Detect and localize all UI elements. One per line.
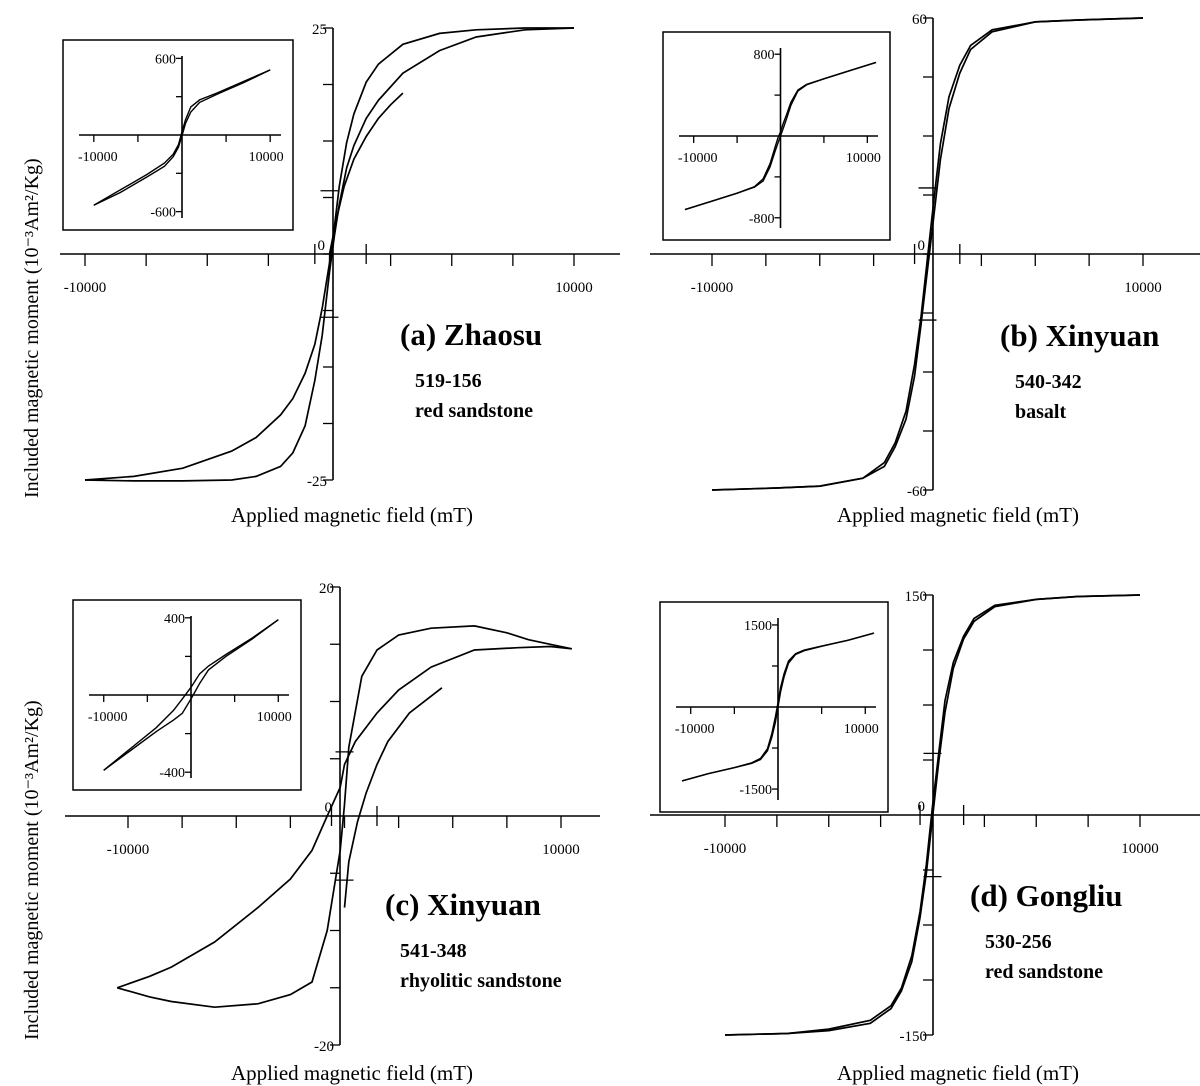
inset-branch-2: [103, 619, 279, 771]
hysteresis-branch-2: [724, 594, 1141, 1036]
inset-x-tick-label: 10000: [249, 150, 284, 165]
x-axis-label: Applied magnetic field (mT): [231, 1061, 473, 1085]
panel-c-xinyuan-rhyolitic: -10000 10000 20 0 -20 (c) Xinyuan 541-348 rhyol…: [65, 581, 600, 1085]
y-tick-label: -60: [907, 484, 927, 500]
inset-y-tick-label: -400: [159, 766, 185, 781]
x-tick-label: 10000: [1124, 280, 1162, 296]
hysteresis-branch-1: [724, 594, 1141, 1036]
sample-id: 530-256: [985, 931, 1052, 953]
inset-y-tick-label: 400: [164, 612, 185, 627]
inset-y-tick-label: -600: [150, 206, 176, 221]
y-tick-label: 0: [325, 800, 333, 816]
x-tick-label: -10000: [107, 842, 150, 858]
y-tick-label: -150: [900, 1029, 928, 1045]
inset-plot: -10000 10000 600 -600: [62, 39, 294, 231]
inset-branch-2: [684, 61, 877, 211]
panel-title: (c) Xinyuan: [385, 887, 541, 922]
rock-type: red sandstone: [415, 400, 533, 422]
sample-id: 540-342: [1015, 371, 1082, 393]
panel-b-xinyuan-basalt: -10000 10000 60 0 -60 (b) Xinyuan 540-342 basal…: [650, 12, 1200, 527]
y-axis-label-bottom: Included magnetic moment (10⁻³Am²/Kg): [21, 700, 43, 1040]
inset-y-tick-label: -800: [749, 212, 775, 227]
inset-x-tick-label: 10000: [257, 710, 292, 725]
rock-type: red sandstone: [985, 961, 1103, 983]
x-axis-label: Applied magnetic field (mT): [837, 1061, 1079, 1085]
hysteresis-branch-3: [343, 687, 443, 908]
inset-branch-2: [93, 69, 271, 206]
x-tick-label: 10000: [542, 842, 580, 858]
inset-plot: -10000 10000 800 -800: [662, 31, 891, 241]
inset-x-tick-label: -10000: [88, 710, 128, 725]
x-tick-label: -10000: [691, 280, 734, 296]
hysteresis-branch-1: [116, 625, 572, 1009]
panel-title: (a) Zhaosu: [400, 317, 542, 352]
inset-y-tick-label: -1500: [739, 783, 772, 798]
inset-x-tick-label: -10000: [678, 151, 718, 166]
hysteresis-branch-2: [116, 645, 572, 989]
y-tick-label: 25: [312, 22, 327, 38]
inset-plot: -10000 10000 400 -400: [72, 599, 302, 791]
y-tick-label: -25: [307, 474, 327, 490]
y-tick-label: 20: [319, 581, 334, 597]
hysteresis-branch-3: [328, 92, 404, 255]
y-tick-label: 150: [905, 589, 928, 605]
inset-branch-2: [681, 632, 875, 782]
hysteresis-branch-2: [711, 17, 1144, 491]
y-tick-label: 60: [912, 12, 927, 28]
x-tick-label: 10000: [1121, 841, 1159, 857]
x-axis-label: Applied magnetic field (mT): [231, 503, 473, 527]
sample-id: 519-156: [415, 370, 482, 392]
y-tick-label: 0: [318, 238, 326, 254]
x-tick-label: -10000: [64, 280, 107, 296]
inset-x-tick-label: 10000: [846, 151, 881, 166]
x-tick-label: -10000: [704, 841, 747, 857]
rock-type: basalt: [1015, 401, 1066, 423]
sample-id: 541-348: [400, 940, 467, 962]
inset-x-tick-label: 10000: [844, 722, 879, 737]
y-tick-label: 0: [918, 799, 926, 815]
inset-branch-1: [93, 69, 271, 206]
inset-x-tick-label: -10000: [675, 722, 715, 737]
inset-x-tick-label: -10000: [78, 150, 118, 165]
inset-plot: -10000 10000 1500 -1500: [659, 601, 889, 813]
x-axis-label: Applied magnetic field (mT): [837, 503, 1079, 527]
panel-title: (b) Xinyuan: [1000, 318, 1159, 353]
inset-branch-1: [103, 619, 279, 771]
rock-type: rhyolitic sandstone: [400, 970, 562, 992]
y-tick-label: 0: [918, 238, 926, 254]
panel-a-zhaosu: -10000 10000 25 0 -25 (a) Zhaosu 519-156 red sa…: [60, 22, 620, 527]
inset-y-tick-label: 800: [754, 48, 775, 63]
panel-title: (d) Gongliu: [970, 878, 1122, 913]
y-axis-label-top: Included magnetic moment (10⁻³Am²/Kg): [21, 158, 43, 498]
y-tick-label: -20: [314, 1039, 334, 1055]
hysteresis-branch-2: [84, 27, 575, 482]
x-tick-label: 10000: [555, 280, 593, 296]
inset-y-tick-label: 600: [155, 52, 176, 67]
inset-y-tick-label: 1500: [744, 619, 772, 634]
